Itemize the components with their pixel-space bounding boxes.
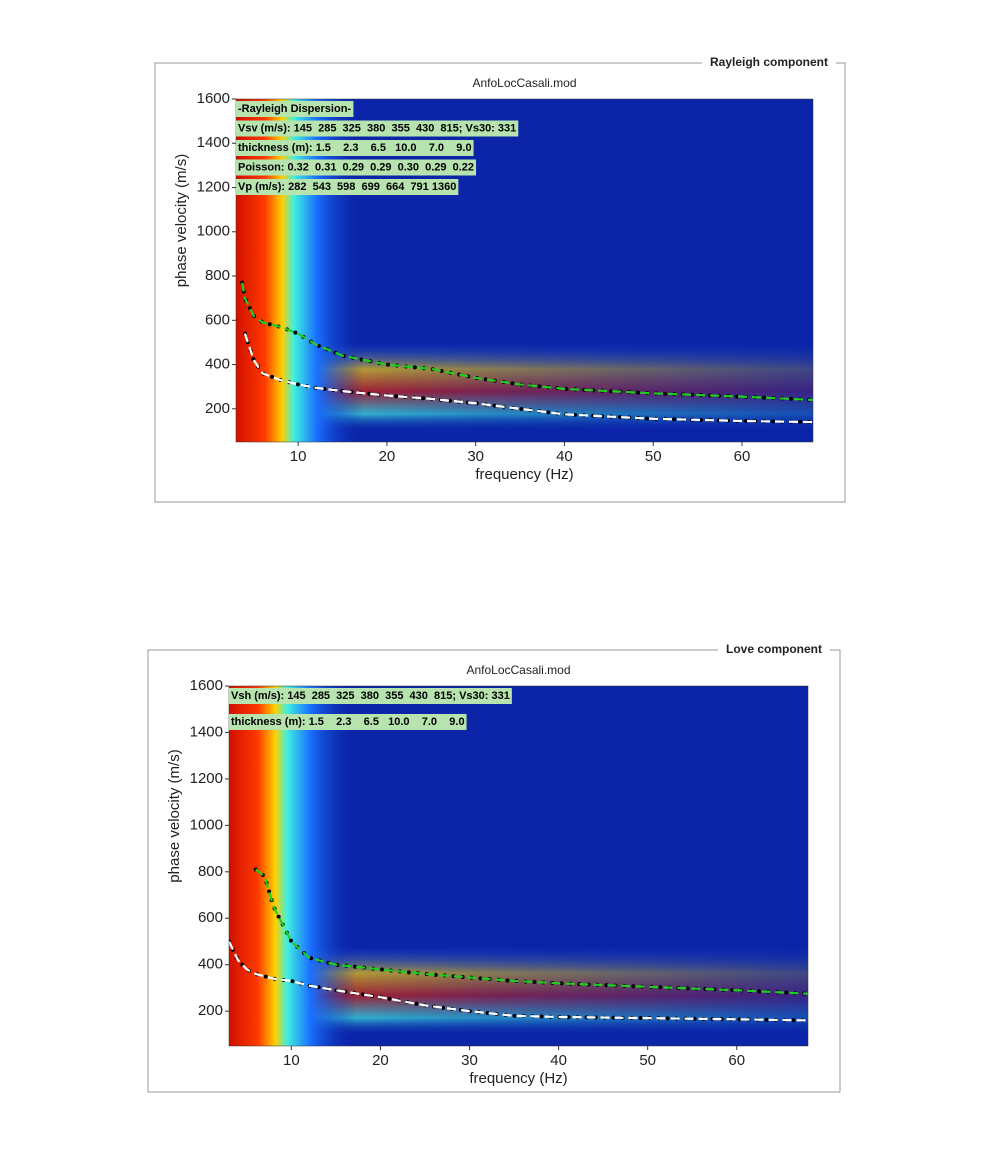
- x-tick-label: 10: [290, 448, 307, 465]
- curve-dots: [253, 867, 808, 996]
- x-tick-label: 10: [283, 1052, 300, 1069]
- plot-area: [236, 99, 813, 442]
- group-title-bg: [717, 641, 830, 658]
- annotation: thickness (m): 1.5 2.3 6.5 10.0 7.0 9.0: [231, 716, 465, 728]
- annotation: Vp (m/s): 282 543 598 699 664 791 1360: [238, 181, 456, 193]
- x-tick-label: 50: [645, 448, 662, 465]
- annotation-box: [236, 159, 477, 176]
- annotation: thickness (m): 1.5 2.3 6.5 10.0 7.0 9.0: [238, 142, 472, 154]
- x-tick-label: 30: [467, 448, 484, 465]
- annotation: -Rayleigh Dispersion-: [238, 103, 351, 115]
- annotation: Vsh (m/s): 145 285 325 380 355 430 815; …: [231, 690, 510, 702]
- y-tick-label: 400: [198, 956, 223, 973]
- y-tick-label: 800: [198, 863, 223, 880]
- x-tick-label: 40: [556, 448, 573, 465]
- y-tick-label: 1600: [190, 677, 223, 694]
- x-tick-label: 20: [379, 448, 396, 465]
- y-tick-label: 400: [205, 356, 230, 373]
- chart-title: AnfoLocCasali.mod: [472, 76, 576, 90]
- curve: [241, 282, 813, 402]
- y-tick-label: 1600: [197, 90, 230, 107]
- y-tick-label: 1400: [197, 134, 230, 151]
- annotation-box: [236, 179, 459, 195]
- y-axis-label: phase velocity (m/s): [166, 749, 183, 882]
- curve: [255, 868, 808, 995]
- y-tick-label: 1000: [190, 816, 223, 833]
- x-tick-label: 50: [639, 1052, 656, 1069]
- y-axis-label: phase velocity (m/s): [173, 154, 190, 287]
- annotation: Poisson: 0.32 0.31 0.29 0.29 0.30 0.29 0…: [238, 161, 474, 173]
- y-tick-label: 1200: [190, 770, 223, 787]
- y-tick-label: 800: [205, 267, 230, 284]
- y-tick-label: 200: [198, 1002, 223, 1019]
- chart-title: AnfoLocCasali.mod: [466, 663, 570, 677]
- x-tick-label: 60: [728, 1052, 745, 1069]
- plot-border: [235, 98, 814, 443]
- curve: [243, 333, 813, 424]
- curve: [229, 941, 808, 1022]
- panel-frame: [147, 649, 841, 1093]
- group-title-bg: [701, 54, 837, 71]
- plot-area: [229, 686, 808, 1046]
- y-tick-label: 1400: [190, 723, 223, 740]
- annotation-box: [236, 101, 354, 117]
- annotation-box: [229, 688, 512, 704]
- y-tick-label: 600: [198, 909, 223, 926]
- annotation-box: [229, 714, 467, 730]
- heatmap-left: [236, 99, 813, 442]
- y-tick-label: 200: [205, 400, 230, 417]
- y-tick-label: 1200: [197, 178, 230, 195]
- group-title: Rayleigh component: [710, 55, 828, 69]
- annotation: Vsv (m/s): 145 285 325 380 355 430 815; …: [238, 122, 516, 134]
- y-tick-label: 1000: [197, 223, 230, 240]
- x-tick-label: 40: [550, 1052, 567, 1069]
- group-title: Love component: [726, 642, 822, 656]
- plot-border: [228, 685, 809, 1047]
- heatmap-left: [229, 686, 808, 1046]
- panel-frame: [154, 62, 846, 503]
- x-tick-label: 30: [461, 1052, 478, 1069]
- x-tick-label: 20: [372, 1052, 389, 1069]
- annotation-box: [236, 120, 519, 137]
- x-axis-label: frequency (Hz): [469, 1070, 567, 1087]
- annotation-box: [236, 140, 474, 156]
- x-tick-label: 60: [734, 448, 751, 465]
- y-tick-label: 600: [205, 311, 230, 328]
- x-axis-label: frequency (Hz): [475, 466, 573, 483]
